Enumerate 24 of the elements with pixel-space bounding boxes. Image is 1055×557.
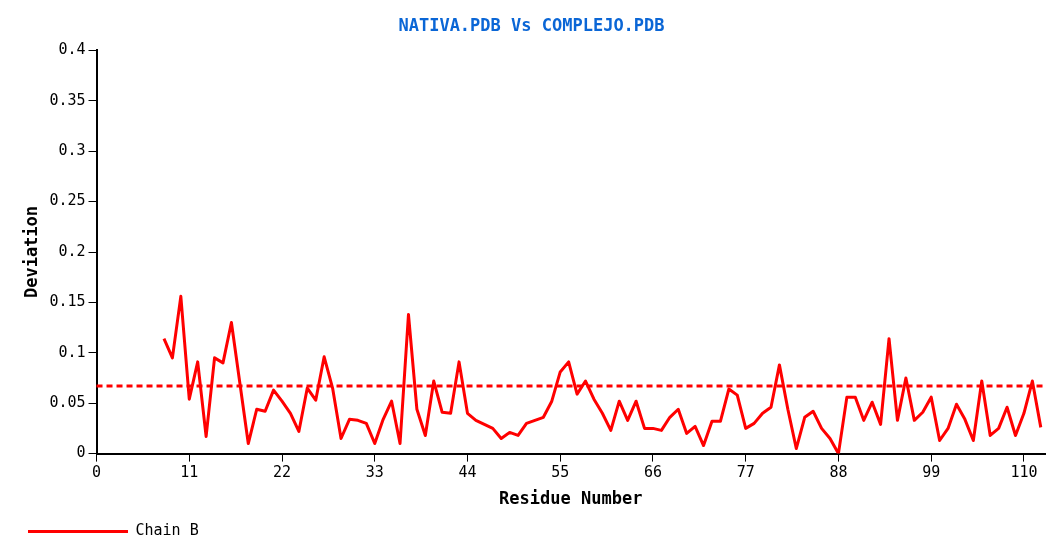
x-axis-title: Residue Number	[499, 488, 643, 509]
y-tick-label: 0.15	[49, 292, 86, 311]
x-tick-label: 88	[829, 463, 848, 482]
x-tick-label: 99	[922, 463, 941, 482]
y-tick-label: 0.35	[49, 90, 86, 109]
x-tick-label: 55	[551, 463, 570, 482]
x-tick-label: 66	[643, 463, 662, 482]
y-axis-title: Deviation	[20, 205, 41, 299]
y-tick-label: 0.05	[49, 393, 86, 412]
chart-title: NATIVA.PDB Vs COMPLEJO.PDB	[398, 14, 665, 35]
text: Chain B	[135, 521, 199, 540]
y-tick-label: 0.25	[49, 191, 86, 210]
x-tick-label: 44	[458, 463, 477, 482]
y-tick-label: 0.1	[58, 342, 86, 361]
y-tick-label: 0	[76, 443, 86, 462]
x-tick-label: 33	[365, 463, 384, 482]
y-tick-label: 0.3	[58, 141, 86, 160]
x-tick-label: 110	[1010, 463, 1038, 482]
x-tick-label: 22	[272, 463, 292, 482]
y-tick-label: 0.4	[58, 40, 86, 59]
y-tick-label: 0.2	[58, 241, 86, 260]
x-tick-label: 11	[180, 463, 199, 482]
x-tick-label: 77	[736, 463, 755, 482]
x-tick-label: 0	[92, 463, 102, 482]
